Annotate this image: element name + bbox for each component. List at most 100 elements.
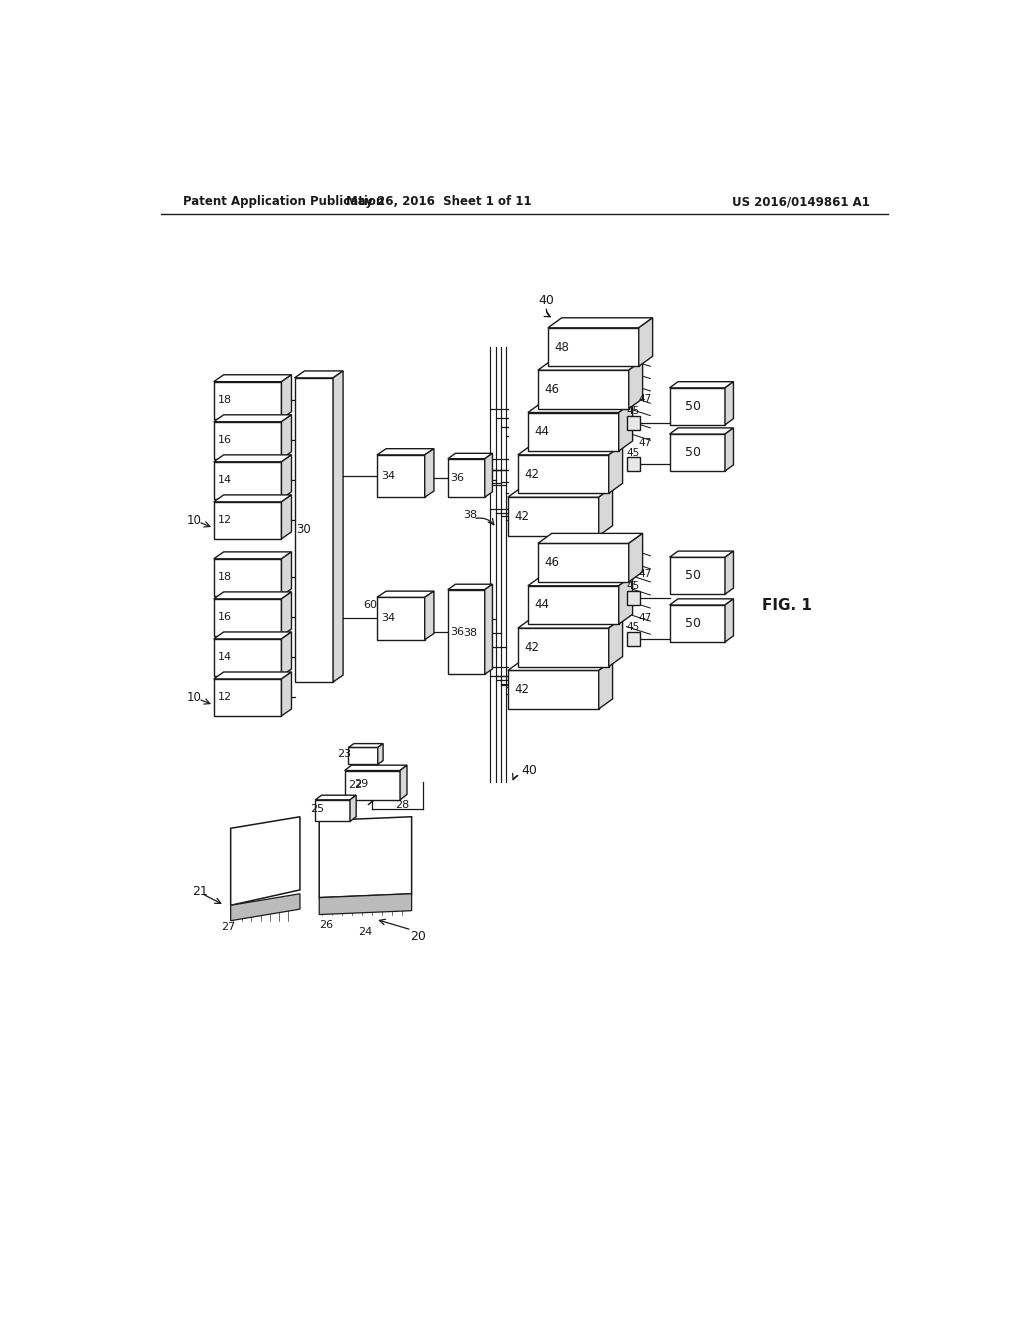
Polygon shape [447,585,493,590]
Polygon shape [528,403,633,412]
Text: FIG. 1: FIG. 1 [762,598,812,612]
Polygon shape [484,453,493,498]
Polygon shape [628,632,640,645]
Polygon shape [295,371,343,378]
Polygon shape [230,817,300,906]
Polygon shape [447,453,493,459]
Polygon shape [348,747,378,764]
Text: 26: 26 [319,920,334,929]
Polygon shape [214,381,282,418]
Text: 40: 40 [539,294,555,308]
Polygon shape [628,457,640,471]
Text: 34: 34 [381,612,395,623]
Polygon shape [670,381,733,388]
Polygon shape [618,403,633,451]
Polygon shape [508,660,612,671]
Polygon shape [629,360,643,409]
Text: 45: 45 [627,407,640,416]
Polygon shape [214,632,292,639]
Polygon shape [508,498,599,536]
Text: 42: 42 [514,684,529,696]
Text: 46: 46 [544,383,559,396]
Polygon shape [282,632,292,676]
Polygon shape [214,495,292,502]
Polygon shape [670,605,725,642]
Polygon shape [282,455,292,499]
Polygon shape [538,360,643,370]
Polygon shape [282,495,292,539]
Polygon shape [518,628,608,667]
Polygon shape [214,375,292,381]
Polygon shape [214,414,292,422]
Text: 32: 32 [304,379,318,392]
Polygon shape [214,422,282,459]
Polygon shape [670,428,733,434]
Polygon shape [214,502,282,539]
Polygon shape [214,558,282,595]
Polygon shape [282,552,292,595]
Polygon shape [548,318,652,327]
Text: 50: 50 [685,446,701,459]
Polygon shape [628,416,640,430]
Text: 45: 45 [627,447,640,458]
Text: 50: 50 [685,569,701,582]
Polygon shape [315,795,356,800]
Polygon shape [725,381,733,425]
Polygon shape [282,591,292,636]
Text: 10: 10 [186,513,202,527]
Text: May 26, 2016  Sheet 1 of 11: May 26, 2016 Sheet 1 of 11 [346,195,531,209]
Polygon shape [214,599,282,636]
Text: 28: 28 [394,800,409,810]
Polygon shape [599,660,612,709]
Text: 34: 34 [381,471,395,480]
Text: 27: 27 [221,921,236,932]
Polygon shape [377,449,434,455]
Polygon shape [599,487,612,536]
Polygon shape [425,449,434,498]
Polygon shape [447,590,484,675]
Polygon shape [377,591,434,598]
Polygon shape [608,445,623,494]
Text: 10: 10 [186,690,202,704]
Polygon shape [670,599,733,605]
Polygon shape [214,678,282,715]
Text: 14: 14 [217,475,231,486]
Polygon shape [528,576,633,586]
Polygon shape [670,552,733,557]
Text: 21: 21 [193,884,208,898]
Polygon shape [350,795,356,821]
Polygon shape [282,672,292,715]
Polygon shape [538,370,629,409]
Polygon shape [725,428,733,471]
Text: 42: 42 [524,640,539,653]
Polygon shape [214,639,282,676]
Polygon shape [295,378,333,682]
Text: 30: 30 [296,523,311,536]
Polygon shape [377,598,425,640]
Polygon shape [400,766,407,800]
Text: 42: 42 [524,467,539,480]
Text: 45: 45 [627,622,640,631]
Text: 36: 36 [451,473,464,483]
Text: 25: 25 [310,804,324,814]
Polygon shape [538,544,629,582]
Polygon shape [639,318,652,367]
Polygon shape [670,388,725,425]
Text: 12: 12 [217,515,231,525]
Polygon shape [348,743,383,747]
Polygon shape [333,371,343,682]
Text: 47: 47 [639,569,652,579]
Text: 29: 29 [354,779,368,788]
Text: 20: 20 [410,929,426,942]
Text: 45: 45 [627,581,640,591]
Text: 16: 16 [217,612,231,622]
Text: 32: 32 [304,556,318,569]
Polygon shape [725,552,733,594]
Polygon shape [378,743,383,764]
Text: 16: 16 [217,436,231,445]
Polygon shape [447,459,484,498]
Polygon shape [484,585,493,675]
Polygon shape [618,576,633,624]
Text: 50: 50 [685,616,701,630]
Polygon shape [538,533,643,544]
